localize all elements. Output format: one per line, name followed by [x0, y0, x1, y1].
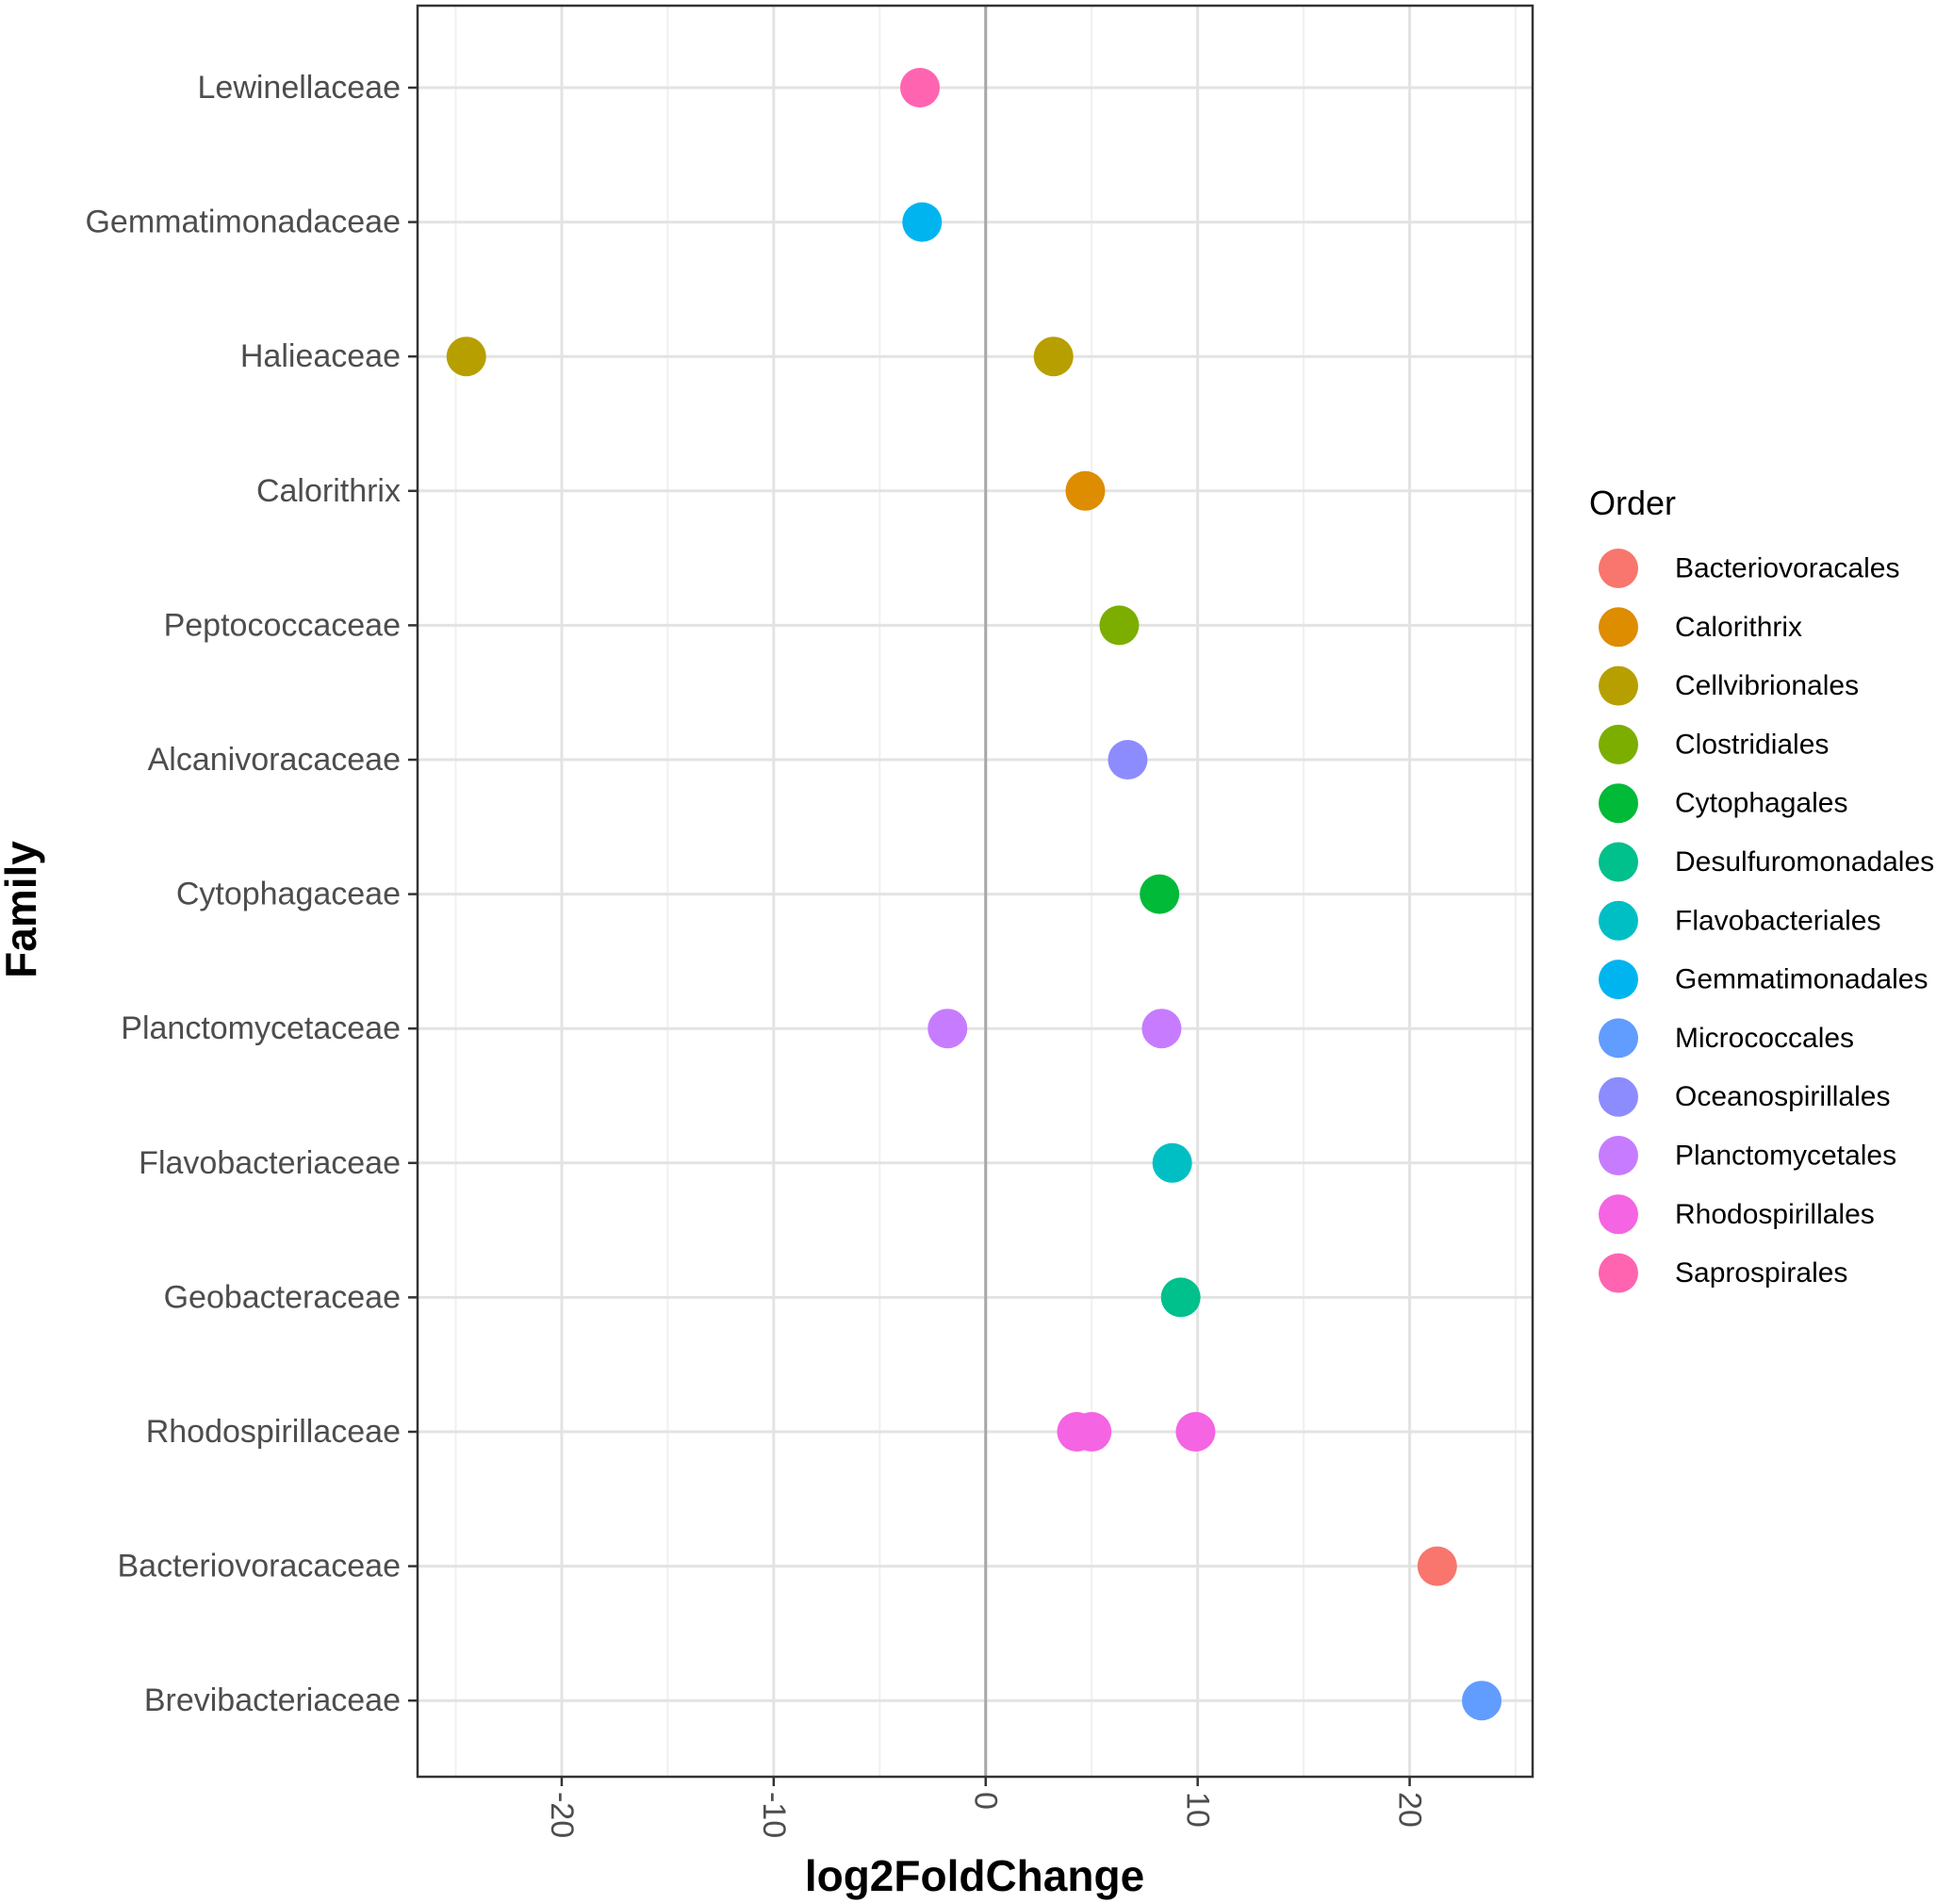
legend-key — [1599, 783, 1638, 824]
y-tick-label: Gemmatimonadaceae — [85, 205, 401, 240]
data-point — [1140, 874, 1180, 914]
legend-key — [1599, 607, 1638, 648]
legend-label: Rhodospirillales — [1675, 1199, 1875, 1230]
data-point — [1417, 1546, 1457, 1586]
data-point — [927, 1009, 968, 1049]
panel-border — [416, 4, 1534, 1779]
legend-items: Bacteriovoracales Calorithrix Cellvibriona… — [1599, 549, 1934, 1293]
legend: Order Bacteriovoracales Calorithrix Cellvi… — [1589, 484, 1934, 1293]
y-axis-ticks: Lewinellaceae Gemmatimonadaceae Halieaceae… — [85, 70, 418, 1718]
data-point — [1160, 1277, 1201, 1318]
major-gridlines — [418, 6, 1533, 1777]
y-tick-label: Lewinellaceae — [198, 70, 402, 106]
y-tick-label: Calorithrix — [256, 473, 401, 509]
y-tick-label: Geobacteraceae — [164, 1279, 401, 1315]
data-point — [1065, 470, 1106, 511]
legend-key — [1599, 724, 1638, 764]
legend-key — [1599, 960, 1638, 1000]
data-point — [1152, 1142, 1192, 1183]
data-point — [1099, 605, 1140, 646]
x-tick-label: 0 — [968, 1792, 1004, 1810]
legend-label: Cellvibrionales — [1675, 670, 1859, 701]
data-point — [900, 68, 941, 107]
legend-key — [1599, 1194, 1638, 1235]
x-axis-title: log2FoldChange — [805, 1851, 1144, 1900]
legend-key — [1599, 665, 1638, 706]
legend-label: Micrococcales — [1675, 1023, 1854, 1054]
x-tick-label: -20 — [544, 1792, 580, 1838]
y-tick-label: Flavobacteriaceae — [139, 1145, 401, 1181]
legend-title: Order — [1589, 484, 1676, 522]
legend-label: Planctomycetales — [1675, 1141, 1896, 1172]
data-point — [446, 336, 486, 377]
y-tick-label: Bacteriovoracaceae — [117, 1549, 401, 1584]
y-tick-label: Brevibacteriaceae — [144, 1682, 401, 1718]
legend-key — [1599, 1076, 1638, 1117]
legend-key — [1599, 1136, 1638, 1175]
data-point — [1141, 1009, 1182, 1049]
legend-key — [1599, 1253, 1638, 1293]
data-point — [1462, 1681, 1502, 1721]
data-point — [902, 202, 943, 242]
y-tick-label: Cytophagaceae — [176, 877, 401, 912]
x-tick-label: 20 — [1392, 1792, 1428, 1828]
y-tick-label: Alcanivoracaceae — [148, 742, 401, 778]
data-points — [446, 68, 1502, 1721]
legend-label: Desulfuromonadales — [1675, 846, 1934, 878]
y-tick-label: Planctomycetaceae — [121, 1010, 401, 1046]
y-tick-label: Halieaceae — [240, 338, 401, 374]
x-tick-label: 10 — [1180, 1792, 1216, 1828]
legend-label: Gemmatimonadales — [1675, 964, 1928, 995]
legend-label: Clostridiales — [1675, 729, 1829, 760]
minor-gridlines — [454, 6, 1518, 1777]
data-point — [1108, 740, 1148, 780]
legend-label: Cytophagales — [1675, 788, 1847, 819]
legend-label: Oceanospirillales — [1675, 1081, 1890, 1112]
legend-key — [1599, 1018, 1638, 1059]
legend-label: Saprospirales — [1675, 1257, 1847, 1288]
legend-label: Bacteriovoracales — [1675, 553, 1899, 584]
y-axis-title: Family — [0, 841, 45, 978]
x-tick-label: -10 — [756, 1792, 792, 1838]
y-tick-label: Rhodospirillaceae — [146, 1414, 401, 1450]
legend-label: Calorithrix — [1675, 612, 1802, 643]
data-point — [1033, 336, 1074, 377]
legend-key — [1599, 842, 1638, 882]
legend-key — [1599, 549, 1638, 588]
x-axis-ticks: -20 -10 0 10 20 — [544, 1777, 1428, 1838]
legend-key — [1599, 900, 1638, 941]
y-tick-label: Peptococcaceae — [164, 607, 401, 643]
data-point — [1072, 1412, 1112, 1452]
data-point — [1175, 1412, 1216, 1452]
legend-label: Flavobacteriales — [1675, 905, 1880, 936]
